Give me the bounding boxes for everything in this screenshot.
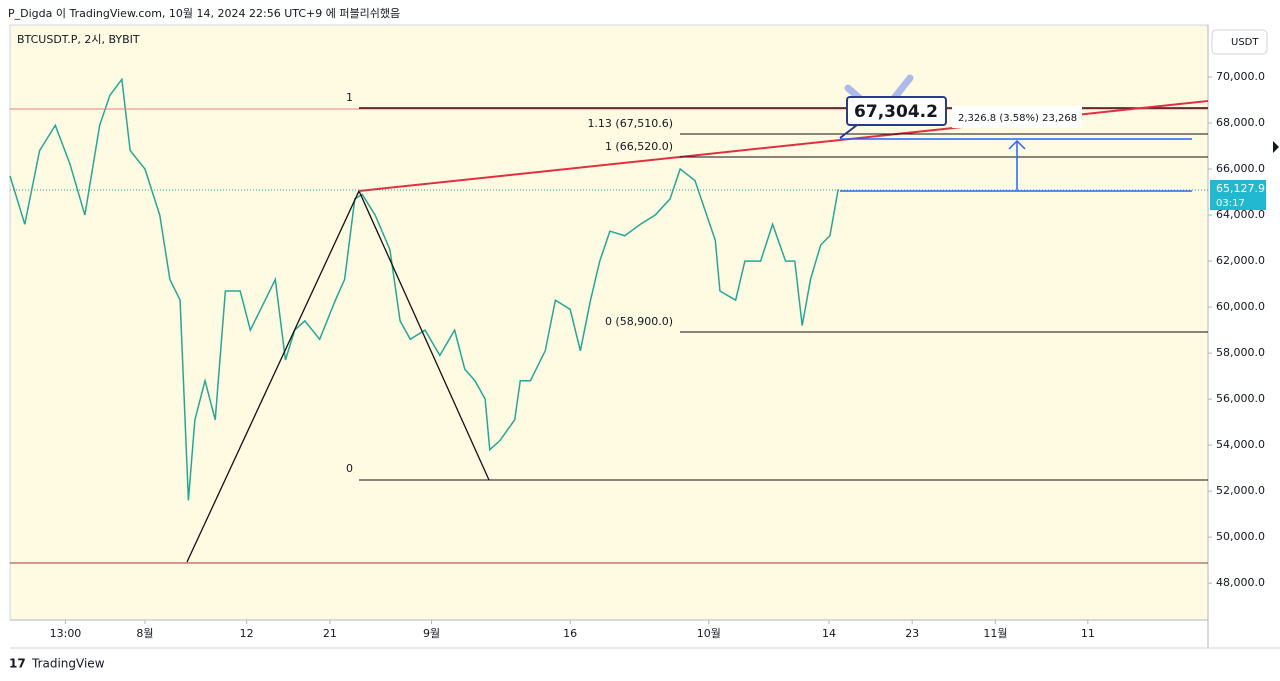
y-tick-label: 64,000.0 (1216, 208, 1265, 221)
y-tick-label: 50,000.0 (1216, 530, 1265, 543)
y-tick-label: 68,000.0 (1216, 116, 1265, 129)
last-price: 65,127.9 (1216, 182, 1265, 195)
drawings: 1 0 1.13 (67,510.6) 1 (66,520.0) 0 (58,9… (10, 74, 1279, 564)
x-tick-label: 23 (905, 627, 919, 640)
y-tick-label: 66,000.0 (1216, 162, 1265, 175)
currency[interactable]: USDT (1231, 37, 1259, 48)
y-tick-label: 60,000.0 (1216, 300, 1265, 313)
x-tick-label: 9월 (423, 627, 440, 640)
measure-arrow (1008, 139, 1026, 150)
y-tick-label: 48,000.0 (1216, 576, 1265, 589)
currency-button[interactable] (1211, 29, 1268, 55)
measure-text: 2,326.8 (3.58%) 23,268 (958, 113, 1077, 124)
x-tick-label: 21 (323, 627, 337, 640)
x-tick-label: 11 (1081, 627, 1095, 640)
x-tick-label: 12 (240, 627, 254, 640)
publish-caption: P_Digda 이 TradingView.com, 10월 14, 2024 … (8, 7, 400, 20)
x-tick-label: 16 (563, 627, 577, 640)
fib-label: 0 (346, 462, 353, 475)
logo-mark: 𝟭𝟳 (9, 657, 26, 671)
countdown: 03:17 (1216, 198, 1245, 209)
x-tick-label: 13:00 (50, 627, 82, 640)
price-axis (1208, 25, 1280, 648)
price-tag-pointer (839, 124, 858, 139)
symbol: BTCUSDT.P, 2시, BYBIT (17, 33, 140, 46)
x-tick-label: 8월 (136, 627, 153, 640)
x-tick-label: 14 (822, 627, 836, 640)
last-price-tag (1210, 180, 1266, 210)
x-tick-label: 10월 (697, 627, 721, 640)
fib-label: 1.13 (67,510.6) (587, 117, 673, 130)
price-tag-text: 67,304.2 (854, 102, 938, 122)
price-tag (846, 96, 947, 126)
y-tick-label: 58,000.0 (1216, 346, 1265, 359)
fib-label: 0 (58,900.0) (605, 315, 673, 328)
y-tick-label: 62,000.0 (1216, 254, 1265, 267)
y-tick-label: 52,000.0 (1216, 484, 1265, 497)
measure-box (952, 106, 1082, 128)
fib-label: 1 (66,520.0) (605, 140, 673, 153)
y-tick-label: 56,000.0 (1216, 392, 1265, 405)
footer-logo: TradingView (31, 657, 105, 671)
marker (1273, 141, 1279, 153)
x-tick-label: 11월 (983, 627, 1007, 640)
y-tick-label: 54,000.0 (1216, 438, 1265, 451)
fib-label: 1 (346, 91, 353, 104)
y-tick-label: 70,000.0 (1216, 70, 1265, 83)
price-line (9, 77, 839, 501)
